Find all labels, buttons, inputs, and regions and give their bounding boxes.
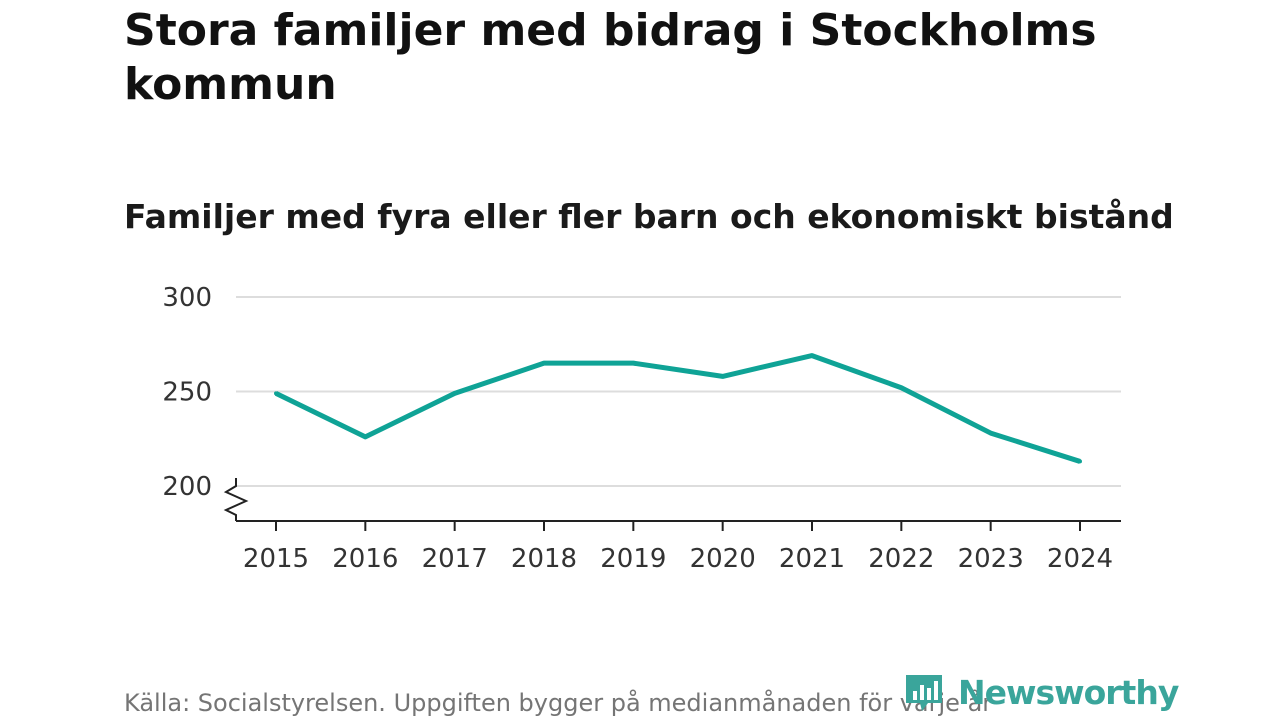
newsworthy-logo-icon <box>906 675 942 711</box>
y-tick-labels: 200 250 300 <box>162 283 212 502</box>
y-tick-label-200: 200 <box>162 472 212 502</box>
data-point-2022 <box>899 385 904 390</box>
series-line-0 <box>274 353 1081 464</box>
data-point-2023 <box>988 431 993 436</box>
x-tick-label-2016: 2016 <box>332 544 398 574</box>
data-point-2017 <box>452 391 457 396</box>
data-point-2021 <box>810 353 814 358</box>
newsworthy-logo: Newsworthy <box>904 670 1179 716</box>
data-point-2018 <box>542 361 546 366</box>
x-tick-label-2020: 2020 <box>690 544 756 574</box>
axes <box>223 478 1121 522</box>
x-tick-label-2024: 2024 <box>1047 544 1113 574</box>
data-point-2020 <box>720 374 725 379</box>
chart-subtitle: Familjer med fyra eller fler barn och ek… <box>124 197 1174 236</box>
data-point-2015 <box>274 391 278 396</box>
y-tick-label-300: 300 <box>162 283 212 313</box>
axis-break-icon <box>223 478 249 521</box>
data-point-2024 <box>1078 459 1082 464</box>
x-tick-label-2022: 2022 <box>868 544 934 574</box>
grid-lines <box>236 296 1121 487</box>
x-tick-label-2018: 2018 <box>511 544 577 574</box>
x-tick-label-2017: 2017 <box>422 544 488 574</box>
x-tick-label-2021: 2021 <box>779 544 845 574</box>
source-note: Källa: Socialstyrelsen. Uppgiften bygger… <box>124 689 993 717</box>
x-tick-label-2023: 2023 <box>958 544 1024 574</box>
data-point-2019 <box>631 361 636 366</box>
x-tick-label-2019: 2019 <box>600 544 666 574</box>
data-point-2016 <box>363 434 368 439</box>
chart-title: Stora familjer med bidrag i Stockholms k… <box>124 5 1097 110</box>
y-tick-label-250: 250 <box>162 378 212 408</box>
x-tick-label-2015: 2015 <box>243 544 309 574</box>
series <box>274 353 1082 464</box>
x-tick-labels: 2015 2016 2017 2018 2019 2020 2021 2022 2023 2024 <box>243 521 1113 574</box>
logo-text: Newsworthy <box>958 673 1179 712</box>
